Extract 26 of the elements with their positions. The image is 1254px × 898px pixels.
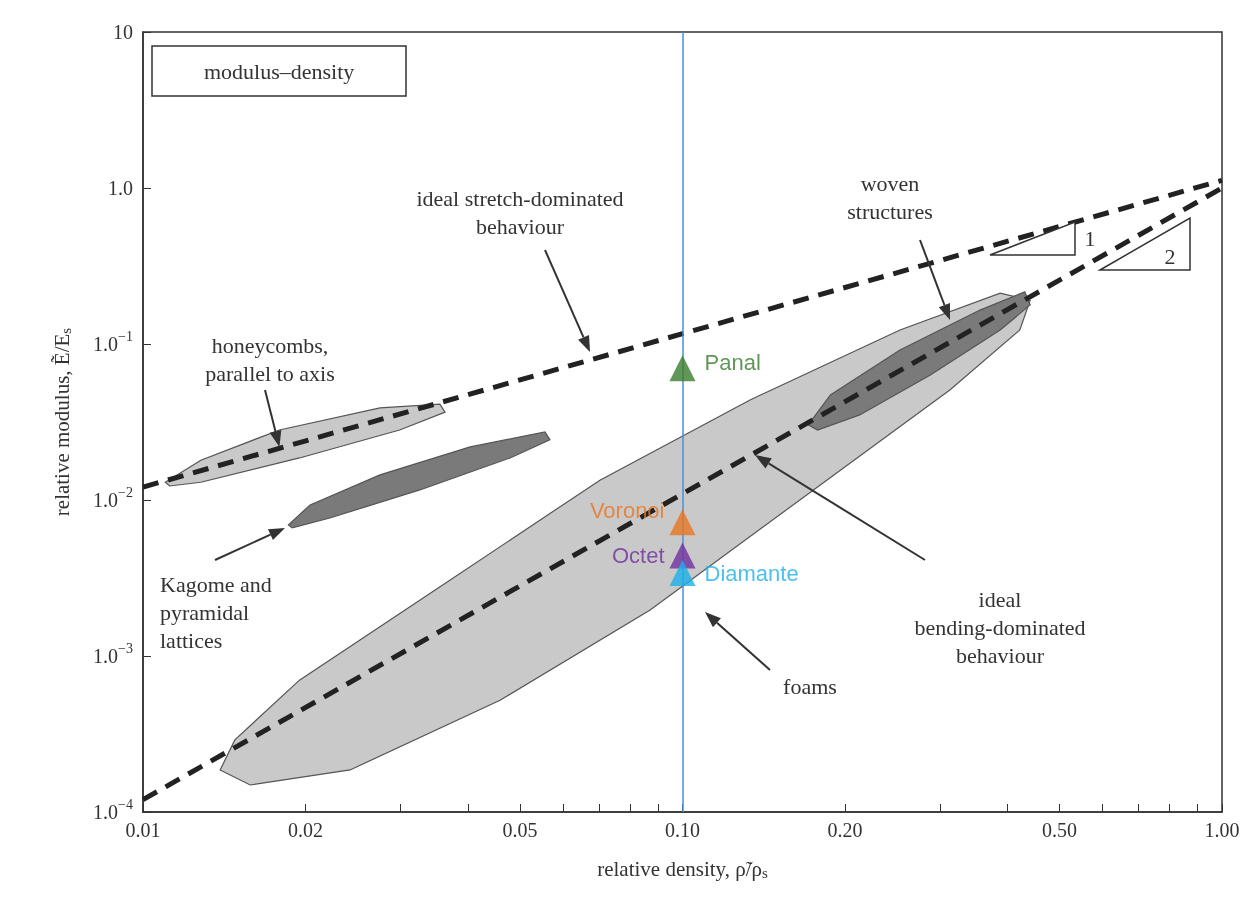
annotation: foams	[783, 673, 837, 699]
y-tick-label: 1.0$^{−2}$	[93, 485, 133, 511]
annotation: Kagome and pyramidal lattices	[160, 571, 272, 653]
annotation: honeycombs, parallel to axis	[205, 332, 335, 386]
series-label: Octet	[611, 543, 665, 569]
series-label: Diamante	[704, 560, 799, 586]
text: modulus–density	[204, 58, 355, 84]
annotation: woven structures	[847, 170, 933, 224]
x-tick-label: 1.00	[1204, 819, 1240, 841]
y-tick-label: 10	[113, 21, 133, 43]
x-tick-label: 0.20	[827, 819, 863, 841]
series-label: Voronoi	[589, 497, 665, 523]
annotation: ideal bending-dominated behaviour	[914, 586, 1086, 668]
x-tick-label: 0.10	[665, 819, 700, 841]
y-axis-title: relative modulus, Ẽ/Es	[49, 327, 74, 517]
x-axis-title: relative density, ρ̃/ρs	[597, 856, 768, 881]
y-tick-label: 1.0	[108, 177, 133, 199]
x-tick-label: 0.50	[1042, 819, 1078, 841]
x-tick-label: 0.05	[502, 819, 538, 841]
annotation: 2	[1164, 243, 1176, 269]
y-tick-label: 1.0$^{−3}$	[93, 641, 133, 667]
annotation: ideal stretch-dominated behaviour	[416, 185, 624, 239]
y-tick-label: 1.0$^{−1}$	[93, 329, 133, 355]
annotation: 1	[1084, 225, 1096, 251]
series-label: Panal	[704, 349, 761, 375]
x-tick-label: 0.02	[287, 819, 323, 841]
